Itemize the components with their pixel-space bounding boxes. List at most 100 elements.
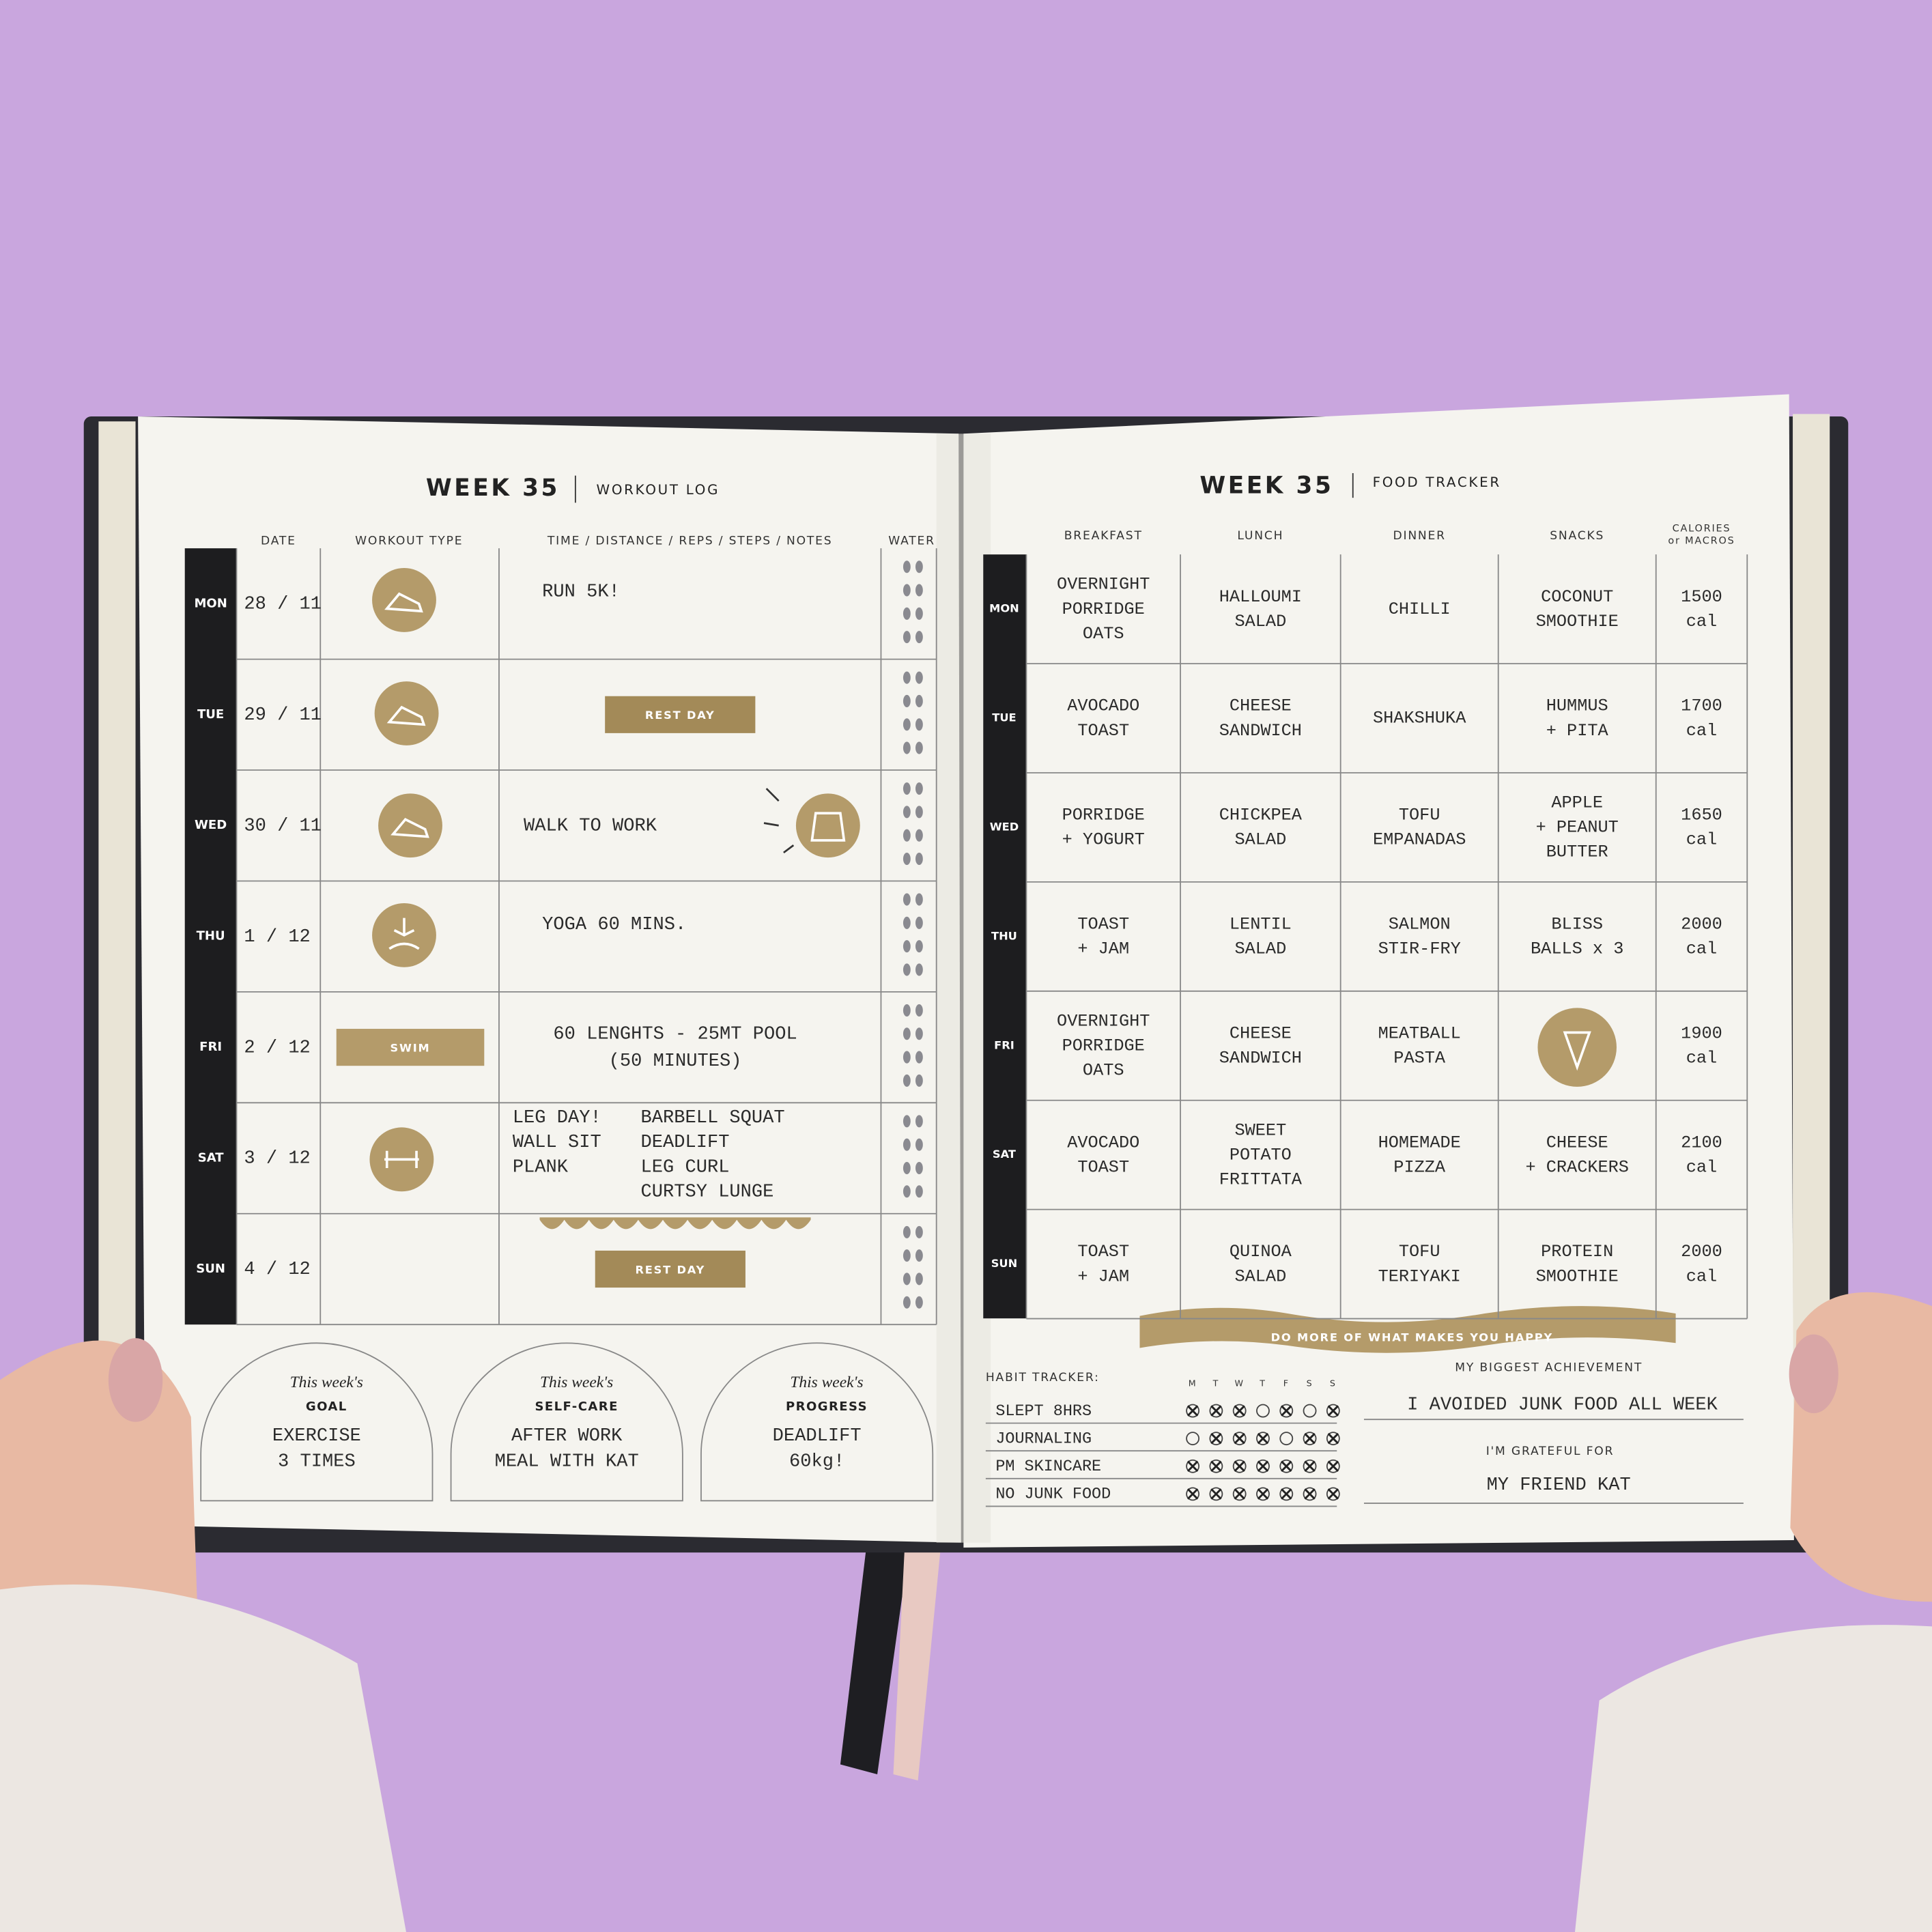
- water-drop: [915, 1296, 923, 1309]
- icon: [386, 705, 426, 726]
- cell-text: APPLE: [1551, 793, 1603, 813]
- day-label: THU: [197, 929, 225, 943]
- cell-text: TERIYAKI: [1378, 1266, 1461, 1286]
- column-header: BREAKFAST: [1064, 529, 1143, 543]
- water-drop: [903, 694, 911, 707]
- day-label: SAT: [198, 1151, 225, 1165]
- cell-text: CHEESE: [1230, 696, 1292, 716]
- note: WALK TO WORK: [524, 815, 657, 836]
- water-drop: [903, 916, 911, 929]
- water-drop: [903, 1138, 911, 1151]
- water-drop: [915, 1027, 923, 1040]
- gutter: [936, 434, 991, 1543]
- water-drop: [915, 584, 923, 597]
- day-label: SUN: [991, 1257, 1017, 1270]
- habit-title: HABIT TRACKER:: [986, 1371, 1100, 1384]
- nail: [108, 1338, 163, 1422]
- box-text: MEAL WITH KAT: [495, 1451, 639, 1473]
- cell-text: SALAD: [1234, 612, 1286, 631]
- day-label: FRI: [199, 1040, 222, 1054]
- cell-text: 1500: [1681, 587, 1722, 607]
- cell-text: CHEESE: [1546, 1133, 1608, 1152]
- icon: [390, 817, 429, 838]
- water-drop: [915, 560, 923, 573]
- box-heading: This week's: [790, 1374, 863, 1391]
- habit-circle: [1303, 1404, 1317, 1418]
- cell-text: CHILLI: [1389, 599, 1451, 619]
- date: 29 / 11: [244, 705, 322, 726]
- note: (50 MINUTES): [609, 1051, 742, 1072]
- habit-check: [1281, 1488, 1292, 1500]
- sticker-bag: [795, 793, 860, 858]
- cell-text: EMPANADAS: [1373, 830, 1466, 850]
- rest-label: REST DAY: [645, 709, 715, 722]
- water-drop: [915, 963, 923, 976]
- cell-text: TOFU: [1399, 1242, 1440, 1262]
- habit-check: [1234, 1432, 1245, 1445]
- habit-circle: [1232, 1432, 1247, 1446]
- habit-circle: [1303, 1459, 1317, 1473]
- cell-text: SMOOTHIE: [1536, 1266, 1619, 1286]
- water-drop: [903, 1074, 911, 1087]
- column-header: DATE: [261, 534, 296, 548]
- water-drop: [903, 584, 911, 597]
- cell-text: cal: [1686, 1266, 1717, 1286]
- water-drop: [903, 1027, 911, 1040]
- habit-circle: [1326, 1487, 1340, 1501]
- box-text: 3 TIMES: [278, 1451, 356, 1473]
- note: YOGA 60 MINS.: [542, 914, 686, 935]
- habit-check: [1304, 1460, 1316, 1473]
- cell-text: cal: [1686, 1048, 1717, 1068]
- achievement-text: I AVOIDED JUNK FOOD ALL WEEK: [1407, 1395, 1718, 1416]
- cell-text: + CRACKERS: [1525, 1157, 1629, 1177]
- water-drop: [903, 631, 911, 644]
- cell-text: SANDWICH: [1219, 1048, 1302, 1068]
- sticker-shoe: [378, 793, 442, 858]
- habit-check: [1187, 1405, 1199, 1417]
- column-header: or MACROS: [1668, 535, 1735, 546]
- note: DEADLIFT: [641, 1132, 730, 1153]
- cell-text: TOAST: [1077, 1157, 1129, 1177]
- day-label: MON: [194, 596, 227, 610]
- cell-text: SWEET: [1234, 1120, 1286, 1140]
- habit-circle: [1303, 1487, 1317, 1501]
- habit-check: [1327, 1405, 1339, 1417]
- habit-name: SLEPT 8HRS: [995, 1402, 1092, 1421]
- box-heading: This week's: [290, 1374, 363, 1391]
- water-drop: [903, 560, 911, 573]
- cell-text: FRITTATA: [1219, 1169, 1303, 1189]
- habit-check: [1327, 1460, 1339, 1473]
- water-drop: [903, 806, 911, 819]
- habit-check: [1210, 1432, 1222, 1445]
- cell-text: SALAD: [1234, 1266, 1286, 1286]
- cell-text: CHICKPEA: [1219, 806, 1303, 825]
- icon: [384, 1150, 419, 1168]
- cell-text: TOAST: [1077, 914, 1129, 934]
- cell-text: SMOOTHIE: [1536, 612, 1619, 631]
- habit-circle: [1256, 1404, 1270, 1418]
- cell-text: + YOGURT: [1062, 830, 1145, 850]
- note: LEG DAY!: [513, 1107, 601, 1128]
- habit-name: JOURNALING: [995, 1430, 1092, 1448]
- date: 2 / 12: [244, 1037, 310, 1058]
- grateful-text: MY FRIEND KAT: [1487, 1475, 1631, 1496]
- water-drop: [903, 1185, 911, 1198]
- water-drop: [903, 741, 911, 754]
- habit-circle: [1303, 1432, 1317, 1446]
- cell-text: TOAST: [1077, 721, 1129, 741]
- cell-text: OATS: [1083, 624, 1124, 644]
- cell-text: QUINOA: [1230, 1242, 1292, 1262]
- habit-name: NO JUNK FOOD: [995, 1486, 1111, 1504]
- content: WEEK 35 WORKOUT LOG WEEK 35 FOOD TRACKER…: [184, 472, 1748, 1507]
- workout-sticker: [336, 1029, 485, 1066]
- cell-text: cal: [1686, 830, 1717, 850]
- habit-circle: [1186, 1487, 1200, 1501]
- habit-day: S: [1330, 1378, 1337, 1388]
- water-drop: [915, 940, 923, 953]
- water-drop: [915, 1138, 923, 1151]
- habit-circle: [1256, 1459, 1270, 1473]
- habit-check: [1257, 1460, 1269, 1473]
- cell-text: SANDWICH: [1219, 721, 1302, 741]
- column-header: LUNCH: [1237, 529, 1283, 543]
- date: 28 / 11: [244, 594, 322, 615]
